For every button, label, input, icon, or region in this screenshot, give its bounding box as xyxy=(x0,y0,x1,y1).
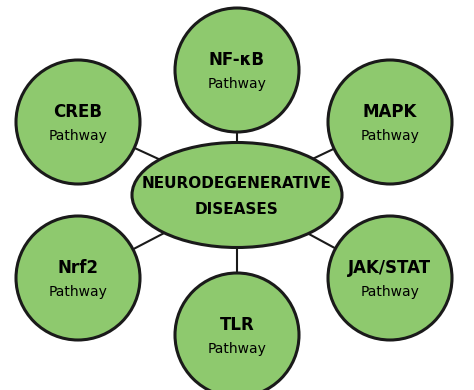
Circle shape xyxy=(16,216,140,340)
Circle shape xyxy=(175,8,299,132)
Text: NEURODEGENERATIVE: NEURODEGENERATIVE xyxy=(142,176,332,190)
Text: Pathway: Pathway xyxy=(48,129,108,143)
Circle shape xyxy=(16,60,140,184)
Text: Pathway: Pathway xyxy=(361,129,419,143)
Text: Nrf2: Nrf2 xyxy=(57,259,99,277)
Text: CREB: CREB xyxy=(54,103,102,121)
Text: Pathway: Pathway xyxy=(48,285,108,299)
Circle shape xyxy=(328,216,452,340)
Circle shape xyxy=(328,60,452,184)
Text: MAPK: MAPK xyxy=(363,103,417,121)
Text: JAK/STAT: JAK/STAT xyxy=(348,259,431,277)
Text: Pathway: Pathway xyxy=(208,342,266,356)
Ellipse shape xyxy=(132,142,342,248)
Circle shape xyxy=(175,273,299,390)
Text: NF-κB: NF-κB xyxy=(209,51,265,69)
Text: Pathway: Pathway xyxy=(208,77,266,91)
Text: DISEASES: DISEASES xyxy=(195,202,279,216)
Text: Pathway: Pathway xyxy=(361,285,419,299)
Text: TLR: TLR xyxy=(219,316,255,334)
